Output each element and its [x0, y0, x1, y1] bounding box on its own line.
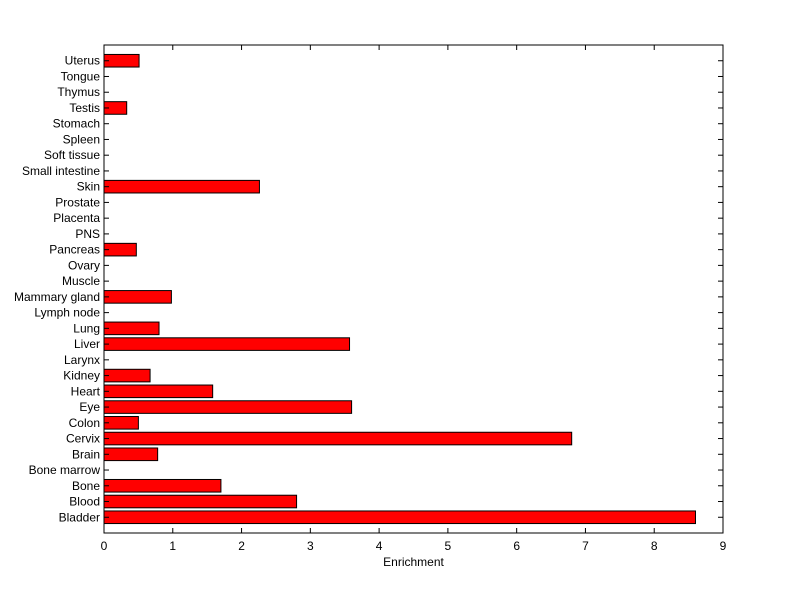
bar-skin [103, 179, 260, 194]
y-tick-label: Bone [72, 479, 100, 493]
y-tick-label: Lymph node [34, 306, 100, 320]
y-tick-label: Spleen [63, 132, 100, 146]
y-axis-ticks [104, 60, 723, 518]
y-tick-label: Blood [69, 495, 100, 509]
bar-heart [103, 384, 214, 399]
y-tick-label: Ovary [68, 258, 100, 272]
x-axis-label: Enrichment [383, 555, 444, 569]
bar-brain [103, 447, 159, 462]
x-tick-label: 6 [513, 539, 520, 553]
y-tick-label: Placenta [53, 211, 100, 225]
x-axis-tick-labels: 0 1 2 3 4 5 6 7 8 9 [101, 539, 727, 553]
y-tick-label: Uterus [65, 54, 100, 68]
y-tick-label: Larynx [64, 353, 100, 367]
bar-lung [103, 321, 160, 336]
y-tick-label: PNS [75, 227, 100, 241]
y-tick-label: Brain [72, 447, 100, 461]
plot-area-frame [103, 44, 724, 534]
x-tick-label: 9 [720, 539, 727, 553]
x-tick-label: 7 [582, 539, 589, 553]
y-tick-label: Cervix [66, 432, 100, 446]
y-tick-label: Heart [71, 384, 101, 398]
bar-mammary-gland [103, 290, 172, 304]
y-tick-label: Muscle [62, 274, 100, 288]
y-tick-label: Pancreas [49, 243, 100, 257]
bar-uterus [103, 53, 140, 68]
y-tick-label: Thymus [57, 85, 100, 99]
y-tick-label: Bone marrow [29, 463, 101, 477]
x-tick-label: 4 [376, 539, 383, 553]
bars-layer [103, 53, 696, 525]
y-tick-label: Kidney [63, 369, 100, 383]
x-tick-label: 2 [238, 539, 245, 553]
bar-liver [103, 337, 351, 351]
y-tick-label: Eye [79, 400, 100, 414]
y-tick-label: Skin [77, 180, 100, 194]
x-tick-label: 1 [169, 539, 176, 553]
y-tick-label: Colon [69, 416, 100, 430]
bar-blood [103, 494, 298, 509]
y-tick-label: Liver [74, 337, 100, 351]
y-tick-label: Small intestine [22, 164, 100, 178]
bar-cervix [103, 431, 573, 446]
x-axis-ticks [103, 45, 724, 533]
x-tick-label: 0 [101, 539, 108, 553]
bar-kidney [103, 368, 151, 383]
y-tick-label: Bladder [59, 510, 100, 524]
y-tick-label: Prostate [55, 195, 100, 209]
y-tick-label: Testis [69, 101, 100, 115]
x-tick-label: 3 [307, 539, 314, 553]
y-tick-label: Stomach [53, 117, 100, 131]
bar-colon [103, 416, 139, 430]
y-tick-label: Mammary gland [14, 290, 100, 304]
bar-bladder [103, 510, 696, 525]
x-tick-label: 8 [651, 539, 658, 553]
bar-eye [103, 400, 353, 414]
y-tick-label: Soft tissue [44, 148, 100, 162]
y-tick-label: Tongue [61, 69, 101, 83]
bar-bone [103, 478, 222, 493]
x-tick-label: 5 [445, 539, 452, 553]
y-tick-label: Lung [73, 321, 100, 335]
